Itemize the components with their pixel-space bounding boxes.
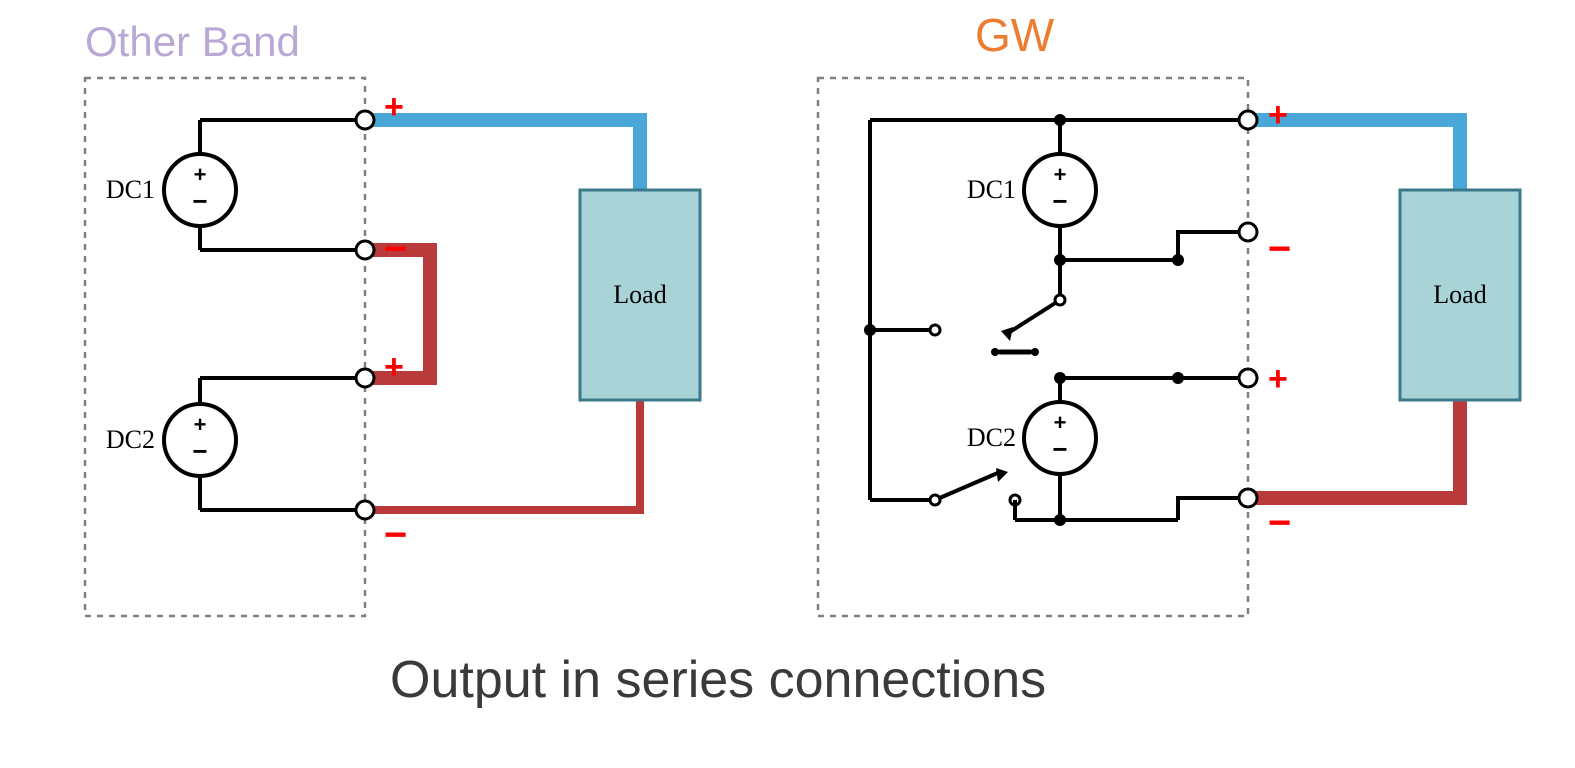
left-title: Other Band xyxy=(85,18,300,66)
caption: Output in series connections xyxy=(390,650,1046,710)
svg-text:+: + xyxy=(1054,162,1067,187)
dc1-label-r: DC1 xyxy=(967,175,1016,204)
left-wire-red-bot xyxy=(365,400,640,510)
t-minus: − xyxy=(1268,501,1291,545)
left-diagram: + − DC1 + − DC2 Load xyxy=(85,78,700,616)
t-minus: − xyxy=(1268,227,1291,271)
dc2-source-r: + − DC2 xyxy=(967,378,1096,520)
right-load-label: Load xyxy=(1433,280,1486,309)
t-plus: + xyxy=(384,348,404,386)
dc1-label: DC1 xyxy=(106,175,155,204)
left-box xyxy=(85,78,365,616)
left-load-label: Load xyxy=(613,280,666,309)
dc2-source: + − DC2 xyxy=(106,378,236,510)
svg-text:+: + xyxy=(1054,410,1067,435)
svg-text:−: − xyxy=(1052,186,1067,216)
t-plus: + xyxy=(384,88,404,126)
dc1-source: + − DC1 xyxy=(106,120,236,250)
t-minus: − xyxy=(384,513,407,557)
left-wire-blue xyxy=(365,120,640,190)
svg-text:+: + xyxy=(194,412,207,437)
svg-text:−: − xyxy=(192,186,207,216)
t-minus: − xyxy=(384,227,407,271)
dc2-label: DC2 xyxy=(106,425,155,454)
svg-text:−: − xyxy=(1052,434,1067,464)
right-wire-red xyxy=(1248,400,1460,498)
right-diagram: + − DC1 + − DC2 xyxy=(818,78,1520,616)
svg-text:+: + xyxy=(194,162,207,187)
t-plus: + xyxy=(1268,360,1288,398)
right-title: GW xyxy=(975,8,1054,62)
dc2-label-r: DC2 xyxy=(967,423,1016,452)
t-plus: + xyxy=(1268,96,1288,134)
right-box xyxy=(818,78,1248,616)
dc1-source-r: + − DC1 xyxy=(967,120,1096,260)
svg-text:−: − xyxy=(192,436,207,466)
